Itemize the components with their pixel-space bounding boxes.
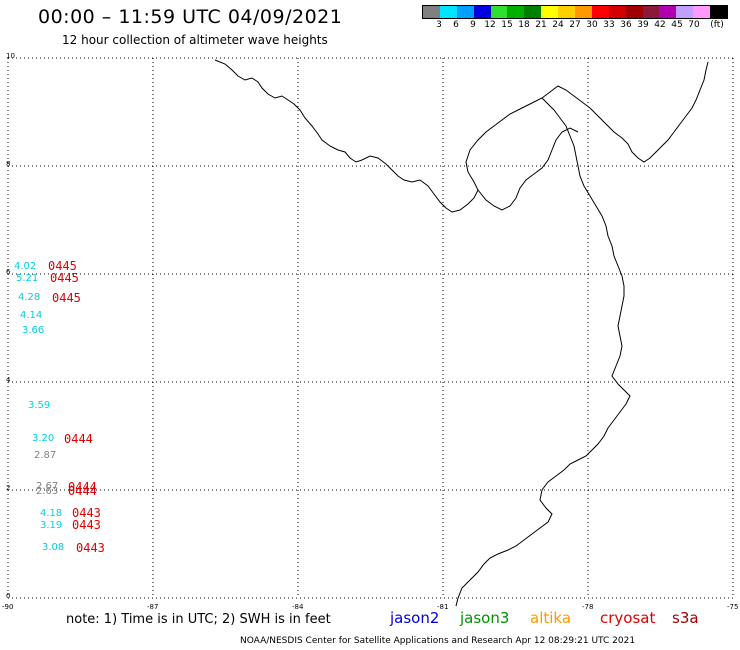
legend-label: 24 (552, 20, 564, 30)
legend-label: 21 (535, 20, 547, 30)
legend-swatch (490, 6, 508, 18)
legend-label: 70 (688, 20, 700, 30)
y-tick-label: 6 (6, 268, 11, 276)
legend-swatch (591, 6, 609, 18)
wave-height-label: 3.08 (42, 542, 65, 553)
map-grid (7, 57, 734, 599)
cycle-label: 0443 (72, 506, 101, 520)
legend-label: 15 (501, 20, 513, 30)
legend-swatch (439, 6, 457, 18)
cycle-label: 0444 (64, 432, 93, 446)
legend-swatch (608, 6, 626, 18)
wave-height-label: 3.66 (22, 325, 45, 336)
mission-label-jason3: jason3 (460, 609, 510, 627)
legend-label: 42 (654, 20, 666, 30)
legend-swatch (642, 6, 660, 18)
legend-label: (ft) (710, 20, 724, 30)
cycle-label: 0445 (50, 271, 79, 285)
y-tick-label: 10 (6, 52, 15, 60)
legend-swatch (676, 6, 694, 18)
legend-swatch (541, 6, 559, 18)
wave-height-label: 4.28 (18, 292, 41, 303)
x-tick-label: -84 (292, 603, 304, 611)
cycle-label: 0443 (76, 541, 105, 555)
map-title: 00:00 – 11:59 UTC 04/09/2021 (38, 6, 343, 28)
footer-note: note: 1) Time is in UTC; 2) SWH is in fe… (66, 612, 331, 627)
legend-label: 30 (586, 20, 598, 30)
legend-swatch (456, 6, 474, 18)
y-tick-label: 8 (6, 160, 11, 168)
cycle-label: 0445 (52, 291, 81, 305)
legend-swatch (693, 6, 711, 18)
wave-height-label: 2.67 (36, 481, 59, 492)
legend-label: 18 (518, 20, 530, 30)
x-tick-label: -90 (2, 603, 14, 611)
legend-label: 33 (603, 20, 615, 30)
mission-label-jason2: jason2 (390, 609, 440, 627)
cycle-label: 0443 (72, 518, 101, 532)
wave-height-label: 4.14 (20, 310, 43, 321)
cycle-label: 0445 (48, 259, 77, 273)
wave-height-label: 4.18 (40, 508, 63, 519)
wave-height-label: 3.19 (40, 520, 63, 531)
x-tick-label: -81 (437, 603, 449, 611)
wave-height-label: 5.21 (16, 273, 39, 284)
legend-label: 3 (436, 20, 442, 30)
x-tick-label: -75 (727, 603, 739, 611)
wave-height-label: 4.02 (14, 261, 37, 272)
legend-swatch (659, 6, 677, 18)
legend-swatch (507, 6, 525, 18)
legend-label: 36 (620, 20, 632, 30)
credit-line: NOAA/NESDIS Center for Satellite Applica… (240, 636, 636, 646)
mission-label-s3a: s3a (672, 609, 699, 627)
coastline-inner (477, 127, 579, 211)
legend-label: 39 (637, 20, 649, 30)
legend-swatch (575, 6, 592, 18)
legend-swatch (625, 6, 643, 18)
x-tick-label: -78 (582, 603, 594, 611)
wave-height-label: 3.20 (32, 433, 55, 444)
x-tick-label: -87 (147, 603, 159, 611)
coastline (214, 59, 709, 213)
color-legend-bar (422, 5, 728, 19)
y-tick-label: 0 (6, 592, 11, 600)
map-subtitle: 12 hour collection of altimeter wave hei… (62, 33, 328, 47)
y-tick-label: 4 (6, 376, 11, 384)
wave-height-label: 2.63 (36, 486, 59, 497)
mission-label-altika: altika (530, 609, 572, 627)
legend-label: 12 (484, 20, 496, 30)
wave-height-label: 3.59 (28, 400, 51, 411)
cycle-label: 0444 (68, 484, 97, 498)
mission-label-cryosat: cryosat (600, 609, 656, 627)
legend-swatch (710, 6, 728, 18)
legend-label: 6 (453, 20, 459, 30)
coastline-east (455, 97, 631, 607)
legend-label: 45 (671, 20, 683, 30)
legend-label: 9 (470, 20, 476, 30)
y-tick-label: 2 (6, 484, 11, 492)
cycle-label: 0444 (68, 480, 97, 494)
legend-swatch (558, 6, 576, 18)
map-canvas (7, 57, 734, 607)
legend-swatch (524, 6, 542, 18)
legend-swatch (423, 6, 440, 18)
legend-swatch (473, 6, 491, 18)
legend-label: 27 (569, 20, 581, 30)
wave-height-label: 2.87 (34, 450, 57, 461)
